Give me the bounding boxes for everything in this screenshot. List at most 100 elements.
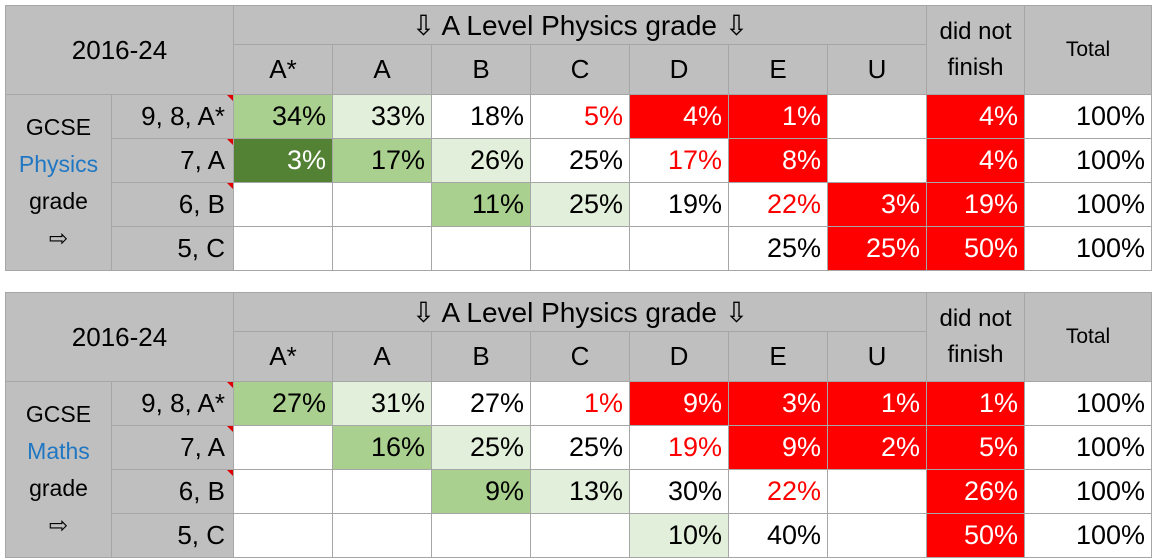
table-cell: 25% — [530, 182, 630, 227]
comment-marker-icon — [227, 139, 233, 145]
table-cell: 18% — [431, 94, 531, 139]
comment-marker-icon — [227, 183, 233, 189]
table-cell: 19% — [629, 182, 729, 227]
table-cell: 3% — [728, 381, 828, 426]
table-cell: 33% — [332, 94, 432, 139]
table-cell: 11% — [431, 182, 531, 227]
column-header: D — [629, 44, 729, 95]
dnf-line-1: did not — [939, 18, 1012, 45]
table-cell: 5% — [530, 94, 630, 139]
a-level-grade-title: ⇩ A Level Physics grade ⇩ — [233, 292, 927, 332]
did-not-finish-header: did not finish — [926, 292, 1025, 382]
total-cell: 100% — [1024, 138, 1152, 183]
table-cell — [827, 469, 927, 514]
table-cell: 1% — [827, 381, 927, 426]
table-cell — [431, 513, 531, 558]
table-cell — [233, 425, 333, 470]
side-line-subject: Maths — [27, 437, 90, 464]
right-arrow-icon: ⇨ — [48, 224, 69, 251]
total-header: Total — [1024, 292, 1152, 382]
table-cell — [332, 513, 432, 558]
total-cell: 100% — [1024, 381, 1152, 426]
table-cell: 30% — [629, 469, 729, 514]
column-header: A* — [233, 44, 333, 95]
dnf-line-1: did not — [939, 305, 1012, 332]
column-header: U — [827, 331, 927, 382]
gcse-subject-label: GCSE Physics grade ⇨ — [5, 94, 112, 271]
table-cell: 31% — [332, 381, 432, 426]
table-cell — [332, 226, 432, 271]
table-cell: 2% — [827, 425, 927, 470]
side-line-gcse: GCSE — [25, 400, 92, 427]
side-line-grade: grade — [29, 187, 88, 214]
table-cell: 17% — [629, 138, 729, 183]
gcse-subject-label: GCSE Maths grade ⇨ — [5, 381, 112, 558]
table-cell — [233, 182, 333, 227]
table-cell: 40% — [728, 513, 828, 558]
table-cell: 4% — [629, 94, 729, 139]
table-cell: 25% — [530, 425, 630, 470]
column-header: B — [431, 44, 531, 95]
dnf-cell: 4% — [926, 94, 1025, 139]
table-cell: 8% — [728, 138, 828, 183]
table-cell: 3% — [233, 138, 333, 183]
maths-grade-table: 2016-24 ⇩ A Level Physics grade ⇩ did no… — [5, 292, 1152, 558]
comment-marker-icon — [227, 95, 233, 101]
side-line-subject: Physics — [18, 150, 99, 177]
table-cell: 1% — [728, 94, 828, 139]
right-arrow-icon: ⇨ — [48, 511, 69, 538]
row-label: 9, 8, A* — [111, 381, 234, 426]
did-not-finish-header: did not finish — [926, 5, 1025, 95]
comment-marker-icon — [227, 470, 233, 476]
table-cell: 26% — [431, 138, 531, 183]
dnf-cell: 50% — [926, 226, 1025, 271]
row-label: 6, B — [111, 469, 234, 514]
column-header: A — [332, 44, 432, 95]
dnf-cell: 5% — [926, 425, 1025, 470]
dnf-cell: 4% — [926, 138, 1025, 183]
table-cell — [431, 226, 531, 271]
dnf-cell: 19% — [926, 182, 1025, 227]
side-line-grade: grade — [29, 474, 88, 501]
row-label: 7, A — [111, 425, 234, 470]
table-cell — [827, 94, 927, 139]
total-cell: 100% — [1024, 513, 1152, 558]
total-cell: 100% — [1024, 226, 1152, 271]
table-cell — [530, 513, 630, 558]
table-cell: 13% — [530, 469, 630, 514]
column-header: D — [629, 331, 729, 382]
dnf-cell: 26% — [926, 469, 1025, 514]
row-label: 6, B — [111, 182, 234, 227]
column-header: B — [431, 331, 531, 382]
physics-grade-table: 2016-24 ⇩ A Level Physics grade ⇩ did no… — [5, 5, 1152, 271]
total-header: Total — [1024, 5, 1152, 95]
table-cell: 10% — [629, 513, 729, 558]
total-cell: 100% — [1024, 182, 1152, 227]
row-label: 9, 8, A* — [111, 94, 234, 139]
comment-marker-icon — [227, 426, 233, 432]
column-header: U — [827, 44, 927, 95]
column-header: C — [530, 44, 630, 95]
column-header: C — [530, 331, 630, 382]
table-cell: 25% — [530, 138, 630, 183]
table-cell: 9% — [728, 425, 828, 470]
table-cell: 19% — [629, 425, 729, 470]
column-header: E — [728, 331, 828, 382]
row-label: 7, A — [111, 138, 234, 183]
dnf-line-2: finish — [947, 54, 1004, 81]
year-header: 2016-24 — [5, 292, 234, 382]
table-cell — [233, 226, 333, 271]
a-level-grade-title: ⇩ A Level Physics grade ⇩ — [233, 5, 927, 45]
dnf-cell: 50% — [926, 513, 1025, 558]
dnf-cell: 1% — [926, 381, 1025, 426]
table-cell — [332, 469, 432, 514]
column-header: E — [728, 44, 828, 95]
column-header: A* — [233, 331, 333, 382]
side-line-gcse: GCSE — [25, 113, 92, 140]
dnf-line-2: finish — [947, 341, 1004, 368]
table-cell: 34% — [233, 94, 333, 139]
table-cell: 9% — [431, 469, 531, 514]
table-cell — [332, 182, 432, 227]
column-header: A — [332, 331, 432, 382]
table-cell: 1% — [530, 381, 630, 426]
